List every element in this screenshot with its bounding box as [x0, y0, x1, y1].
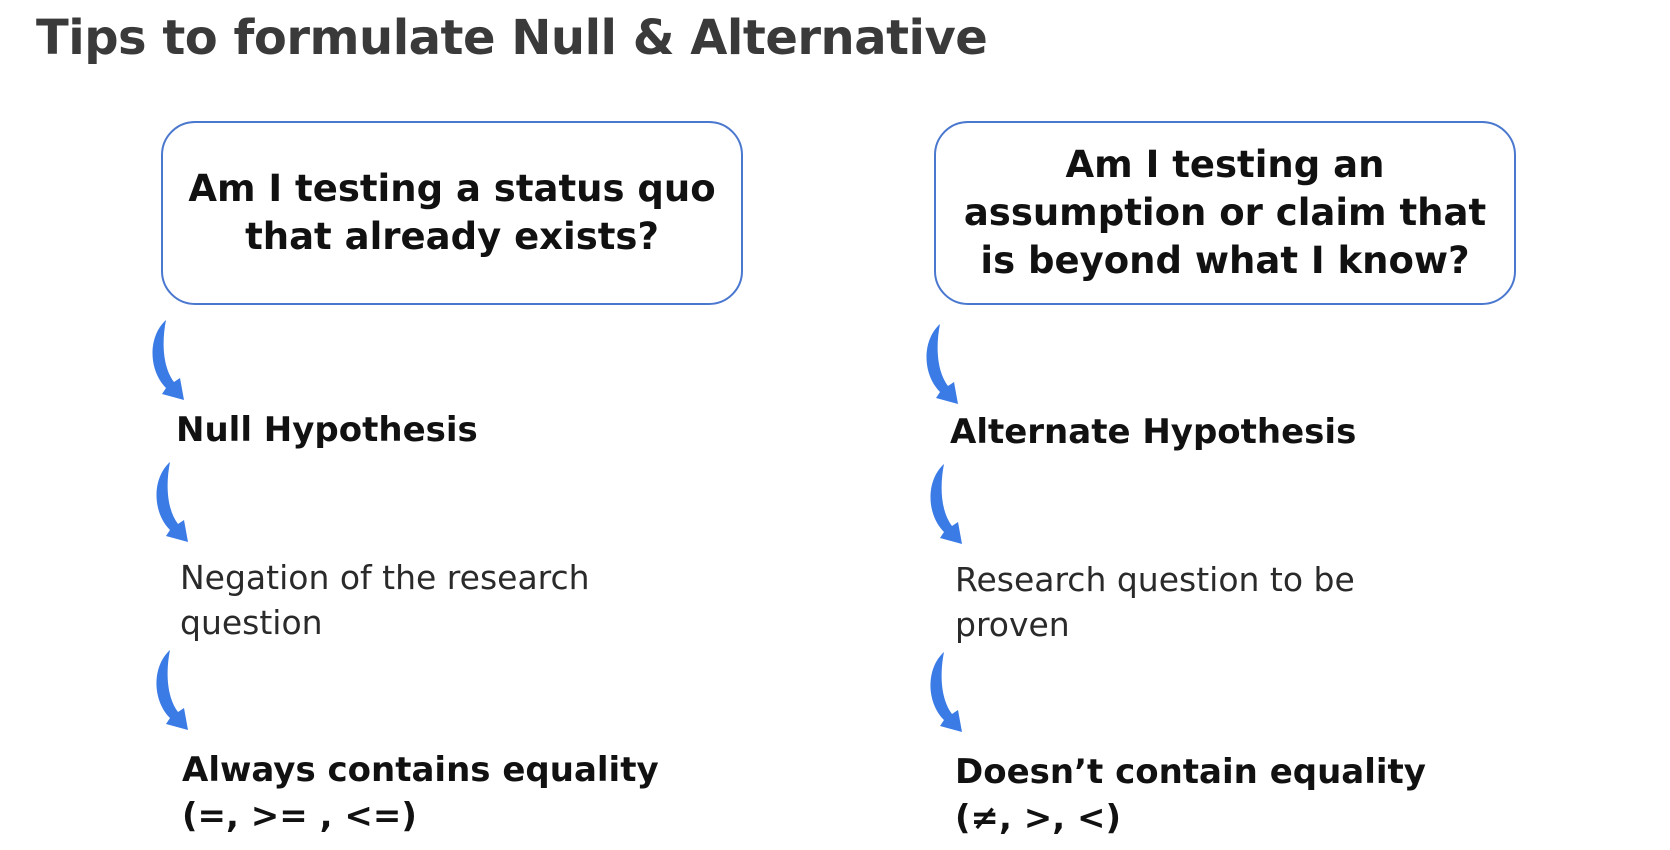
alternate-description-line1: Research question to be: [955, 560, 1355, 599]
curved-down-arrow-icon: [920, 462, 964, 550]
alternate-description: Research question to be proven: [955, 558, 1475, 647]
curved-down-arrow-icon: [916, 322, 960, 410]
null-description-line1: Negation of the research: [180, 558, 590, 597]
null-equality-line2: (=, >= , <=): [182, 795, 417, 836]
question-text-null: Am I testing a status quo that already e…: [188, 166, 716, 258]
page-title: Tips to formulate Null & Alternative: [36, 10, 988, 66]
question-box-null: Am I testing a status quo that already e…: [161, 121, 743, 305]
null-equality: Always contains equality (=, >= , <=): [182, 748, 742, 840]
null-description: Negation of the research question: [180, 556, 700, 645]
null-hypothesis-label: Null Hypothesis: [176, 410, 478, 450]
alternate-description-line2: proven: [955, 604, 1070, 644]
null-description-line2: question: [180, 602, 323, 642]
curved-down-arrow-icon: [142, 318, 186, 406]
curved-down-arrow-icon: [920, 650, 964, 738]
curved-down-arrow-icon: [146, 460, 190, 548]
alternate-equality-line2: (≠, >, <): [955, 797, 1122, 838]
alternate-equality-line1: Doesn’t contain equality: [955, 752, 1426, 792]
null-equality-line1: Always contains equality: [182, 750, 659, 790]
question-box-alternate: Am I testing an assumption or claim that…: [934, 121, 1516, 305]
curved-down-arrow-icon: [146, 648, 190, 736]
question-text-alternate: Am I testing an assumption or claim that…: [963, 142, 1487, 283]
alternate-hypothesis-label: Alternate Hypothesis: [950, 412, 1357, 452]
alternate-equality: Doesn’t contain equality (≠, >, <): [955, 750, 1515, 842]
